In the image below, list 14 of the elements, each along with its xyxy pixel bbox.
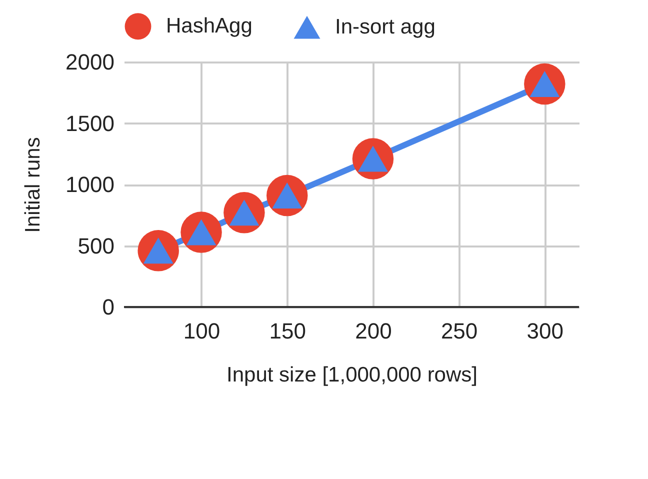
legend-label: In-sort agg <box>335 15 436 38</box>
x-tick-label: 300 <box>526 318 564 344</box>
y-tick-label: 2000 <box>66 50 114 74</box>
legend-label: HashAgg <box>166 14 252 38</box>
y-tick-label: 1500 <box>66 110 114 136</box>
x-tick-label: 150 <box>269 318 306 344</box>
y-axis-title: Initial runs <box>22 137 45 233</box>
y-tick-label: 0 <box>102 294 114 320</box>
x-tick-label: 250 <box>440 318 478 344</box>
y-tick-label: 500 <box>78 233 114 258</box>
x-tick-label: 100 <box>183 318 220 344</box>
x-tick-label: 200 <box>355 318 392 344</box>
x-axis-title: Input size [1,000,000 rows] <box>226 364 478 386</box>
y-tick-label: 1000 <box>66 172 114 197</box>
